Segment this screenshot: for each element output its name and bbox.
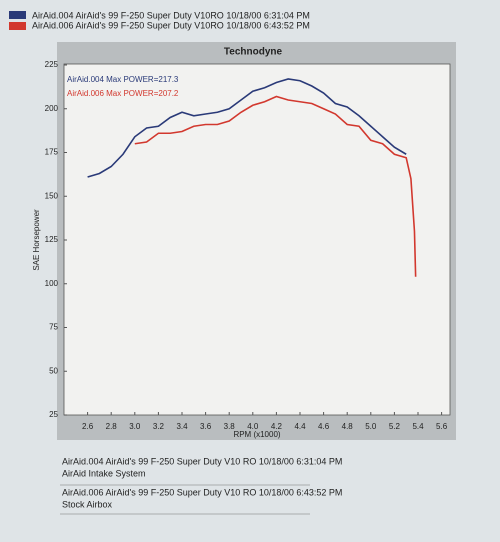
x-tick-label: 3.6 [200,422,212,431]
y-tick-label: 25 [49,410,58,419]
legend-label: AirAid.006 AirAid's 99 F-250 Super Duty … [32,20,310,30]
y-tick-label: 200 [45,104,59,113]
legend-swatch [9,22,26,30]
x-tick-label: 4.0 [247,422,259,431]
y-tick-label: 125 [45,235,59,244]
x-tick-label: 2.6 [82,422,94,431]
x-tick-label: 4.2 [271,422,283,431]
x-axis-label: RPM (x1000) [233,430,280,439]
y-tick-label: 50 [49,366,58,375]
line-series [87,78,407,178]
footer-line: AirAid Intake System [62,468,146,478]
footer-line: Stock Airbox [62,499,113,509]
footer-line: AirAid.004 AirAid's 99 F-250 Super Duty … [62,456,342,466]
x-tick-label: 4.4 [294,422,306,431]
annotation: AirAid.004 Max POWER=217.3 [67,75,179,84]
x-tick-label: 5.4 [412,422,424,431]
y-tick-label: 175 [45,148,59,157]
y-tick-label: 150 [45,191,59,200]
legend-label: AirAid.004 AirAid's 99 F-250 Super Duty … [32,10,310,20]
x-tick-label: 4.8 [342,422,354,431]
y-tick-label: 75 [49,323,58,332]
legend-swatch [9,11,26,19]
x-tick-label: 3.4 [176,422,188,431]
x-tick-label: 4.6 [318,422,330,431]
x-tick-label: 3.2 [153,422,165,431]
x-tick-label: 5.2 [389,422,401,431]
y-axis-label: SAE Horsepower [32,209,41,271]
x-tick-label: 2.8 [106,422,118,431]
line-series [134,95,417,277]
plot-area [63,63,451,416]
annotation: AirAid.006 Max POWER=207.2 [67,89,179,98]
x-tick-label: 3.0 [129,422,141,431]
y-tick-label: 225 [45,60,59,69]
x-tick-label: 5.0 [365,422,377,431]
x-tick-label: 5.6 [436,422,448,431]
y-tick-label: 100 [45,279,59,288]
chart-title: Technodyne [224,47,283,58]
footer-line: AirAid.006 AirAid's 99 F-250 Super Duty … [62,487,342,497]
x-tick-label: 3.8 [224,422,236,431]
